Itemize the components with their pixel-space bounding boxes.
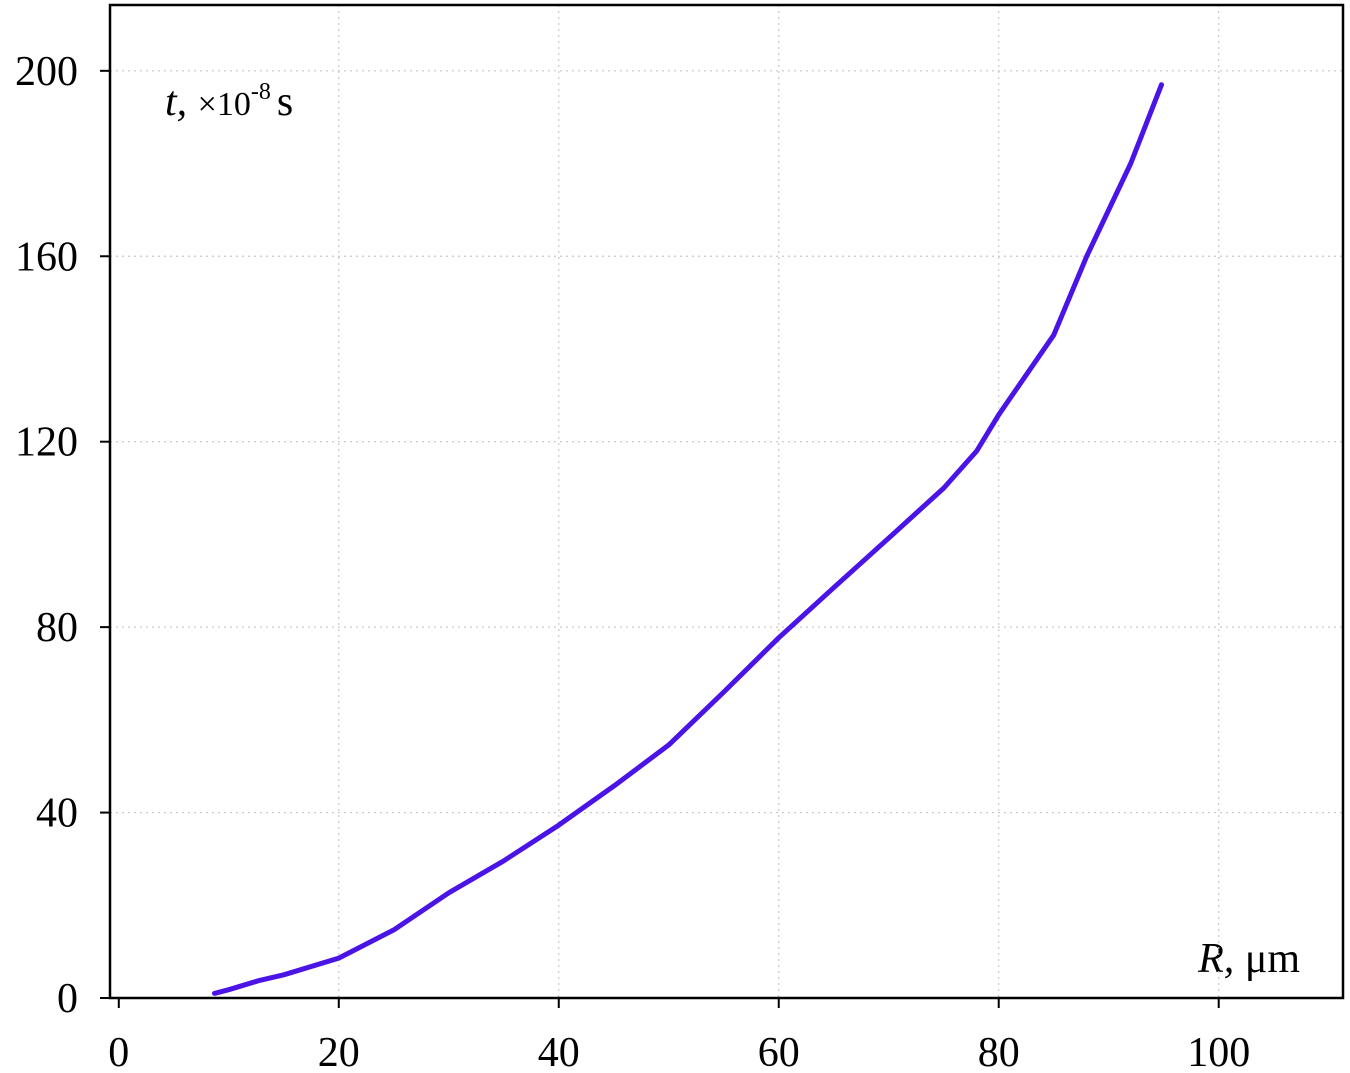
y-tick-label: 40 [36, 791, 78, 837]
y-tick-label: 160 [15, 234, 78, 280]
plot-frame [108, 3, 1345, 1000]
x-tick-label: 60 [758, 1030, 800, 1073]
x-tick-label: 100 [1187, 1030, 1250, 1073]
x-tick-label: 0 [108, 1030, 129, 1073]
x-tick-label: 40 [538, 1030, 580, 1073]
x-tick-label: 20 [318, 1030, 360, 1073]
y-tick-label: 0 [57, 976, 78, 1022]
x-axis-label: R, μm [1197, 936, 1300, 982]
y-label-suffix: s [277, 79, 293, 125]
y-tick-label: 200 [15, 49, 78, 95]
x-label-symbol: R, [1197, 936, 1234, 982]
y-axis-label: t, ×10-8 s [165, 79, 293, 125]
x-tick-label: 80 [978, 1030, 1020, 1073]
y-tick-label: 120 [15, 420, 78, 466]
data-line [212, 82, 1164, 996]
y-label-symbol: t, [165, 79, 187, 125]
x-label-unit: μm [1245, 936, 1301, 982]
y-tick-label: 80 [36, 605, 78, 651]
y-label-exponent: -8 [251, 79, 271, 105]
y-label-unit: ×10 [198, 86, 251, 123]
